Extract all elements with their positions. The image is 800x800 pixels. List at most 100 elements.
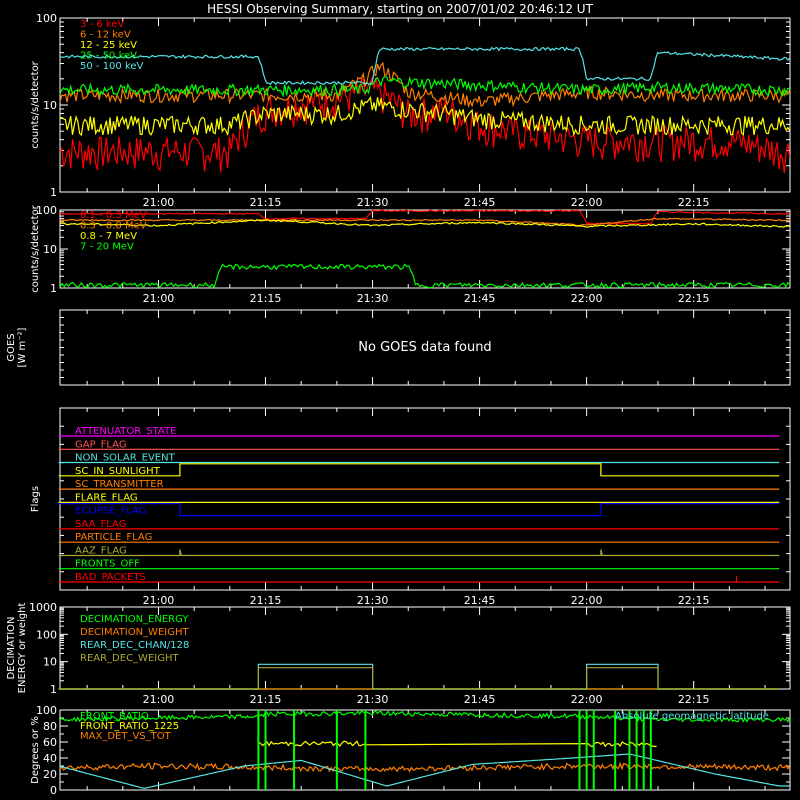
series-line-rear-dec-weight [58,667,780,690]
flag-label: SC_TRANSMITTER [75,479,164,490]
y-tick-label: 100 [36,12,57,25]
x-tick-label: 22:00 [571,594,603,607]
y-tick-label: 100 [36,204,57,217]
x-tick-label: 21:15 [250,292,282,305]
legend-entry: FRONT_RATIO_1225 [80,721,179,732]
x-tick-label: 22:00 [571,292,603,305]
panel-panel2: 21:00 21:15 21:30 21:45 22:00 22:15 1 10 100coun… [30,204,791,305]
panel-panel4: 21:00 21:15 21:30 21:45 22:00 22:15 Flags ATTEN… [30,407,791,607]
y-tick-label: 1 [50,282,57,295]
panels: 21:00 21:15 21:30 21:45 22:00 22:15110100coun… [6,12,791,797]
series-line-6-12-kev [59,61,791,109]
y-tick-label: 10 [43,656,57,669]
y-tick-label: 10 [43,243,57,256]
flag-label: BAD_PACKETS [75,572,146,583]
legend-entry: 6 - 12 keV [80,30,131,41]
flag-label: ATTENUATOR_STATE [75,426,176,437]
x-tick-label: 22:15 [678,196,710,209]
flag-line-bad-packets [58,576,780,583]
x-tick-label: 22:00 [571,196,603,209]
x-tick-label: 21:45 [464,594,496,607]
legend-entry: MAX_DET_VS_TOT [80,731,172,742]
y-tick-label: 10 [43,99,57,112]
flag-label: PARTICLE_FLAG [75,532,152,543]
y-axis-label: GOES [6,333,17,361]
y-axis-label: Degrees or % [30,716,41,784]
y-tick-label: 80 [43,720,57,733]
figure-title: HESSI Observing Summary, starting on 200… [207,2,593,16]
series-line-front-ratio-1225 [258,740,657,748]
legend-entry: 7 - 20 MeV [80,242,134,253]
x-tick-label: 21:30 [357,693,389,706]
x-tick-label: 21:00 [143,196,175,209]
series-line-12-25-kev [59,95,791,137]
y-axis-label-2: [W m⁻²] [17,327,28,367]
flag-label: NON_SOLAR_EVENT [75,453,176,464]
x-tick-label: 21:30 [357,196,389,209]
series-line-50-100-kev [59,46,791,86]
legend-entry: 0.3 - 0.8 MeV [80,221,147,232]
legend-entry: REAR_DEC_WEIGHT [80,653,179,664]
panel-panel5: 21:00 21:15 21:30 21:45 22:00 22:15 1 10 100 1000… [6,601,791,706]
series-line-rear-dec-chan-128 [58,663,780,690]
y-tick-label: 60 [43,736,57,749]
y-axis-label: DECIMATION [6,616,17,679]
series-line-0-3-0-8-mev [59,217,791,227]
no-data-message: No GOES data found [358,340,491,355]
x-tick-label: 21:45 [464,292,496,305]
y-axis-label: counts/s/detector [30,204,41,292]
legend-entry: 12 - 25 keV [80,40,137,51]
y-tick-label: 100 [36,628,57,641]
y-tick-label: 100 [36,704,57,717]
legend-entry: 0.8 - 7 MeV [80,231,137,242]
x-tick-label: 21:30 [357,292,389,305]
legend-entry: REAR_DEC_CHAN/128 [80,640,189,651]
flag-label: SC_IN_SUNLIGHT [75,466,161,477]
x-tick-label: 21:15 [250,196,282,209]
legend-entry: 50 - 100 keV [80,61,144,72]
x-tick-label: 21:45 [464,693,496,706]
legend-entry: 25 - 50 keV [80,51,137,62]
y-tick-label: 1 [50,186,57,199]
flag-line-sc-in-sunlight [58,463,780,477]
flag-label: ECLIPSE_FLAG [75,506,146,517]
series-line-absolute-geomagnetic-latitude [59,753,790,789]
series-line-max-det-vs-tot [59,761,791,773]
x-tick-label: 21:00 [143,693,175,706]
panel-frame [59,209,791,289]
series-line-front-ratio [59,710,791,723]
x-tick-label: 21:00 [143,292,175,305]
series-line-7-20-mev [59,263,791,289]
panel-panel1: 21:00 21:15 21:30 21:45 22:00 22:15 1 10 100 coun… [30,12,791,209]
x-tick-label: 21:15 [250,594,282,607]
x-tick-label: 22:00 [571,693,603,706]
panel-panel3: GOES [W m⁻²] No GOES data found [6,309,791,386]
legend-entry: FRONT_RATIO [80,711,149,722]
flag-line-eclipse-flag [58,503,780,517]
legend-entry: DECIMATION_WEIGHT [80,627,189,638]
y-tick-label: 0 [50,784,57,797]
annotation-geomagnetic-latitude: Absolute geomagnetic latitude [615,711,769,722]
y-tick-label: 1000 [29,601,57,614]
y-axis-label-2: ENERGY or weight [17,603,28,694]
legend-entry: 3 - 6 keV [80,19,124,30]
x-tick-label: 21:00 [143,594,175,607]
legend-entry: DECIMATION_ENERGY [80,614,189,625]
x-tick-label: 22:15 [678,693,710,706]
series-line-0-8-7-mev [59,218,791,228]
flag-label: FRONTS_OFF [75,559,140,570]
flag-line-aaz-flag [58,549,780,557]
x-tick-label: 21:15 [250,693,282,706]
flag-label: FLARE_FLAG [75,492,138,503]
series-line-25-50-kev [59,75,790,98]
y-axis-label: Flags [30,486,41,512]
y-axis-label: counts/s/detector [30,60,41,148]
flag-label: AAZ_FLAG [75,545,127,556]
y-tick-label: 20 [43,768,57,781]
x-tick-label: 22:15 [678,292,710,305]
legend-entry: 0.1 - 0.3 MeV [80,210,147,221]
flag-label: SAA_FLAG [75,519,126,530]
series-line-0-1-0-3-mev [59,209,791,225]
